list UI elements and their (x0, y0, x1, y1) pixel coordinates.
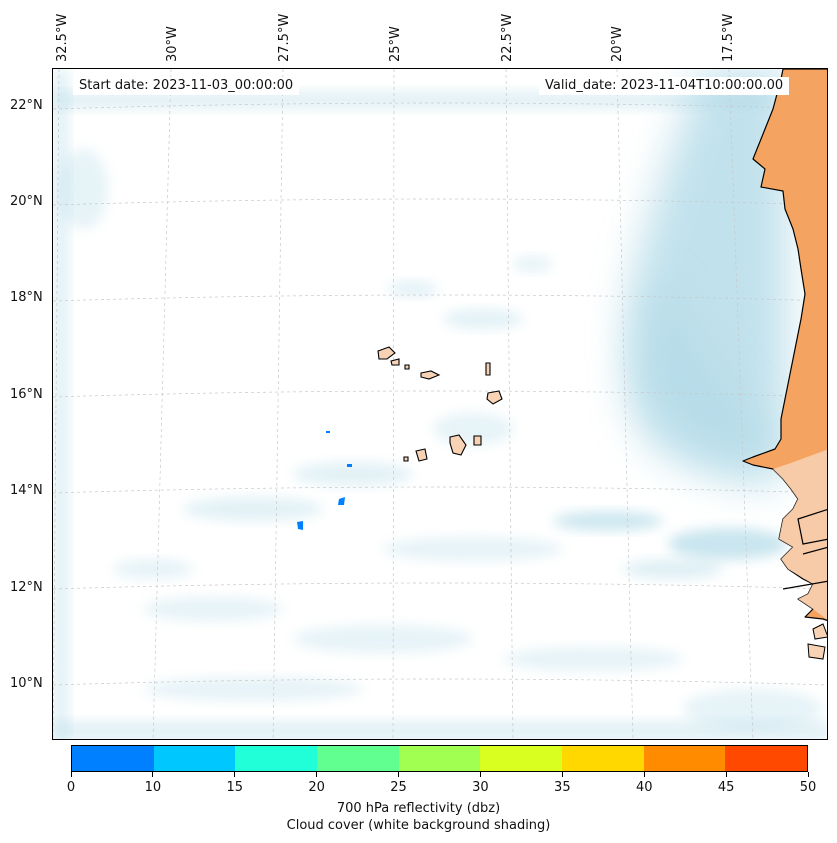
colorbar-tick-label: 10 (144, 780, 162, 795)
colorbar-tick-mark (725, 772, 727, 777)
colorbar-segment-4 (398, 746, 481, 771)
colorbar-tick-mark (152, 772, 154, 777)
colorbar-tick-mark (479, 772, 481, 777)
lon-label-25w: 25°W (388, 26, 403, 62)
reflectivity-colorbar (71, 745, 808, 772)
lon-label-22-5w: 22.5°W (500, 13, 515, 62)
colorbar-tick-mark (643, 772, 645, 777)
colorbar-tick-mark (398, 772, 400, 777)
colorbar-tick-label: 35 (554, 780, 571, 795)
colorbar-tick-label: 30 (472, 780, 489, 795)
reflectivity-cells (297, 431, 352, 530)
lat-label-22n: 22°N (10, 98, 43, 113)
colorbar-segment-6 (562, 746, 644, 771)
colorbar-tick-label: 15 (226, 780, 244, 795)
colorbar-segment-8 (725, 746, 808, 771)
colorbar-tick-mark (316, 772, 318, 777)
lon-label-32-5w: 32.5°W (55, 13, 70, 62)
colorbar-tick-label: 0 (66, 780, 76, 795)
lon-label-27-5w: 27.5°W (277, 13, 292, 62)
map-canvas (53, 69, 827, 739)
start-date-label: Start date: 2023-11-03_00:00:00 (73, 77, 300, 95)
lat-label-14n: 14°N (10, 483, 43, 498)
cloud-cover-shading (53, 69, 827, 739)
lat-label-18n: 18°N (10, 290, 43, 305)
colorbar-segment-5 (480, 746, 563, 771)
colorbar-segment-1 (153, 746, 236, 771)
lat-label-10n: 10°N (10, 676, 43, 691)
colorbar-segment-2 (235, 746, 318, 771)
colorbar-segment-7 (643, 746, 726, 771)
colorbar-tick-mark (70, 772, 72, 777)
colorbar-label: 700 hPa reflectivity (dbz) (336, 801, 501, 816)
colorbar-tick-mark (807, 772, 809, 777)
lon-label-20w: 20°W (610, 26, 625, 62)
africa-coast (742, 69, 827, 660)
lat-label-12n: 12°N (10, 580, 43, 595)
lat-label-20n: 20°N (10, 194, 43, 209)
colorbar-tick-label: 40 (635, 780, 653, 795)
map-panel (52, 68, 828, 740)
colorbar-tick-label: 25 (390, 780, 407, 795)
valid-date-label: Valid_date: 2023-11-04T10:00:00.00 (539, 77, 790, 95)
colorbar-tick-label: 20 (308, 780, 325, 795)
lat-label-16n: 16°N (10, 387, 43, 402)
colorbar-tick-mark (234, 772, 236, 777)
colorbar-tick-mark (561, 772, 563, 777)
lon-label-30w: 30°W (165, 26, 180, 62)
cape-verde-islands (377, 346, 503, 462)
colorbar-sublabel: Cloud cover (white background shading) (286, 818, 551, 833)
lon-label-17-5w: 17.5°W (721, 13, 736, 62)
colorbar-tick-label: 45 (717, 780, 735, 795)
graticule (53, 69, 827, 739)
colorbar-segment-0 (72, 746, 154, 771)
colorbar-segment-3 (317, 746, 399, 771)
colorbar-tick-label: 50 (799, 780, 817, 795)
